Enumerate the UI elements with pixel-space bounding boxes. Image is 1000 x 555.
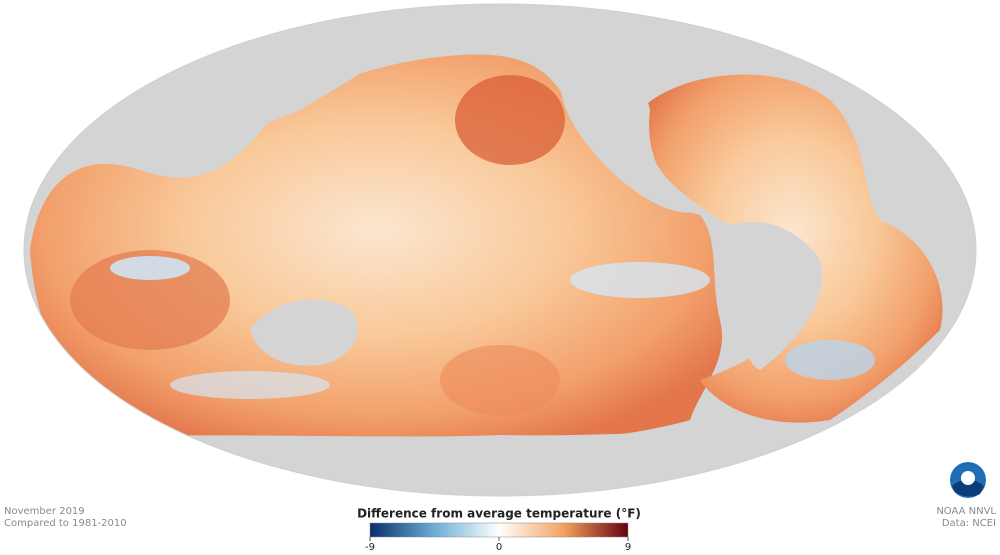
colorbar-title: Difference from average temperature (°F): [357, 507, 641, 521]
colorbar-tick-label: 0: [496, 542, 502, 553]
colorbar-ticks: -9 0 9: [365, 537, 631, 553]
colorbar-tick-label: 9: [625, 542, 631, 553]
colorbar: [369, 522, 629, 538]
globe: [24, 4, 976, 496]
producer-credit: NOAA NNVL: [936, 506, 996, 517]
source-credit: Data: NCEI: [942, 518, 996, 529]
baseline-caption: Compared to 1981-2010: [4, 518, 127, 529]
date-caption: November 2019: [4, 506, 85, 517]
colorbar-tick-label: -9: [365, 542, 375, 553]
